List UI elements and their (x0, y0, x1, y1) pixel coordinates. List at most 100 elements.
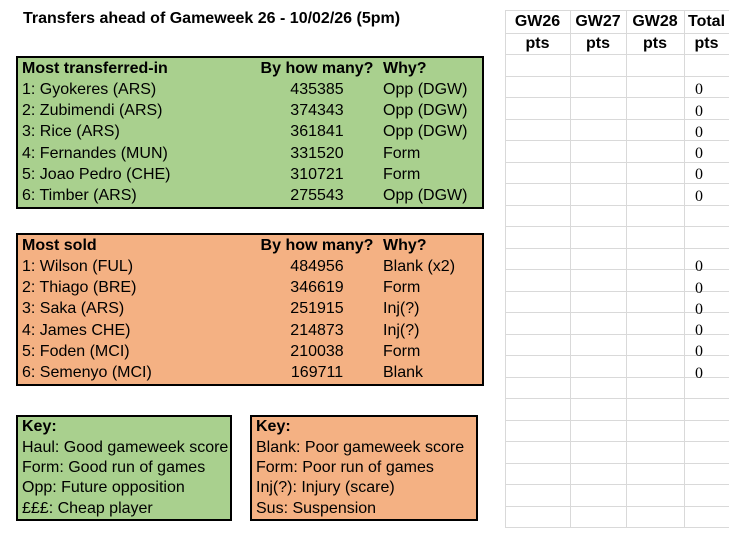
grid-hline (505, 226, 729, 227)
grid-hline (505, 462, 729, 464)
player-cell: 4: James CHE) (22, 321, 131, 339)
total-pts-cell: 0 (695, 258, 703, 276)
table-row: 3: Saka (ARS) 251915 Inj(?) (18, 299, 482, 320)
total-pts-cell: 0 (695, 300, 703, 318)
table-row: 6: Timber (ARS) 275543 Opp (DGW) (18, 186, 482, 207)
col-header-total: Total (687, 13, 726, 30)
table-row: 1: Gyokeres (ARS) 435385 Opp (DGW) (18, 79, 482, 100)
grid-hline (505, 333, 729, 335)
grid-hline (505, 161, 729, 163)
total-pts-cell: 0 (695, 123, 703, 141)
count-cell: 210038 (290, 343, 344, 361)
key-line: Sus: Suspension (256, 499, 377, 517)
col-subheader-pts: pts (525, 35, 550, 52)
why-cell: Form (383, 144, 421, 162)
grid-hline (505, 355, 729, 356)
player-cell: 1: Gyokeres (ARS) (22, 80, 157, 98)
table-row: 5: Joao Pedro (CHE) 310721 Form (18, 164, 482, 185)
key-orange-box: Key: Blank: Poor gameweek score Form: Poor… (250, 415, 478, 521)
total-pts-cell: 0 (695, 145, 703, 163)
table-header-row: Most sold By how many? Why? (18, 235, 482, 256)
grid-hline (505, 419, 729, 421)
key-title: Key: (256, 418, 291, 436)
col-header-gw26: GW26 (514, 13, 561, 30)
total-pts-cell: 0 (695, 166, 703, 184)
player-cell: 2: Zubimendi (ARS) (22, 102, 163, 120)
key-line: Inj(?): Injury (scare) (256, 479, 395, 497)
table-row: 2: Zubimendi (ARS) 374343 Opp (DGW) (18, 101, 482, 122)
table-row: 2: Thiago (BRE) 346619 Form (18, 278, 482, 299)
count-cell: 251915 (290, 300, 344, 318)
table-row: 4: James CHE) 214873 Inj(?) (18, 320, 482, 341)
grid-hline (505, 54, 729, 55)
key-line: Haul: Good gameweek score (22, 438, 229, 456)
key-line: Form: Poor run of games (256, 459, 434, 477)
grid-vline (505, 10, 506, 527)
table-row: 4: Fernandes (MUN) 331520 Form (18, 143, 482, 164)
player-cell: 3: Rice (ARS) (22, 123, 120, 141)
col-header-gw28: GW28 (632, 13, 678, 30)
why-cell: Opp (DGW) (383, 80, 468, 98)
table-title: Most sold (22, 236, 97, 254)
grid-hline (505, 204, 729, 206)
count-cell: 310721 (290, 166, 344, 184)
col-subheader-pts: pts (586, 35, 610, 52)
grid-hline (505, 247, 729, 249)
col-why-label: Why? (383, 59, 427, 77)
table-row: 3: Rice (ARS) 361841 Opp (DGW) (18, 122, 482, 143)
why-cell: Opp (DGW) (383, 123, 468, 141)
key-line: Opp: Future opposition (22, 479, 185, 497)
total-pts-cell: 0 (695, 102, 703, 120)
grid-hline (505, 118, 729, 120)
grid-hline (505, 441, 729, 442)
grid-vline (684, 10, 685, 527)
why-cell: Form (383, 166, 421, 184)
grid-hline (505, 183, 729, 184)
player-cell: 1: Wilson (FUL) (22, 257, 134, 275)
table-title: Most transferred-in (22, 59, 168, 77)
grid-vline (626, 10, 627, 527)
count-cell: 169711 (290, 364, 344, 382)
why-cell: Form (383, 343, 421, 361)
col-why-label: Why? (383, 236, 427, 254)
total-pts-cell: 0 (695, 322, 703, 340)
table-row: 6: Semenyo (MCI) 169711 Blank (18, 363, 482, 384)
col-how-many-label: By how many? (260, 59, 374, 77)
grid-hline (505, 505, 729, 507)
col-how-many-label: By how many? (260, 236, 374, 254)
player-cell: 5: Joao Pedro (CHE) (22, 166, 171, 184)
player-cell: 4: Fernandes (MUN) (22, 144, 168, 162)
why-cell: Blank (x2) (383, 257, 456, 275)
col-subheader-pts: pts (643, 35, 667, 52)
why-cell: Opp (DGW) (383, 187, 468, 205)
grid-hline (505, 10, 729, 11)
why-cell: Blank (383, 364, 424, 382)
why-cell: Form (383, 279, 421, 297)
grid-hline (505, 140, 729, 141)
col-subheader-pts: pts (694, 35, 719, 52)
grid-hline (505, 312, 729, 313)
why-cell: Opp (DGW) (383, 102, 468, 120)
count-cell: 484956 (290, 257, 344, 275)
page-title: Transfers ahead of Gameweek 26 - 10/02/2… (23, 10, 401, 27)
key-title: Key: (22, 418, 57, 436)
player-cell: 6: Timber (ARS) (22, 187, 137, 205)
grid-hline (505, 75, 729, 77)
grid-hline (505, 33, 729, 34)
player-cell: 5: Foden (MCI) (22, 343, 130, 361)
count-cell: 361841 (290, 123, 344, 141)
table-row: 5: Foden (MCI) 210038 Form (18, 341, 482, 362)
count-cell: 275543 (290, 187, 344, 205)
why-cell: Inj(?) (383, 300, 420, 318)
count-cell: 214873 (290, 321, 344, 339)
total-pts-cell: 0 (695, 187, 703, 205)
grid-hline (505, 269, 729, 270)
player-cell: 2: Thiago (BRE) (22, 279, 137, 297)
count-cell: 331520 (290, 144, 344, 162)
player-cell: 6: Semenyo (MCI) (22, 364, 152, 382)
count-cell: 435385 (290, 80, 344, 98)
key-line: Form: Good run of games (22, 459, 206, 477)
key-green-box: Key: Haul: Good gameweek score Form: Good … (16, 415, 232, 521)
count-cell: 374343 (290, 102, 344, 120)
grid-hline (505, 527, 729, 528)
